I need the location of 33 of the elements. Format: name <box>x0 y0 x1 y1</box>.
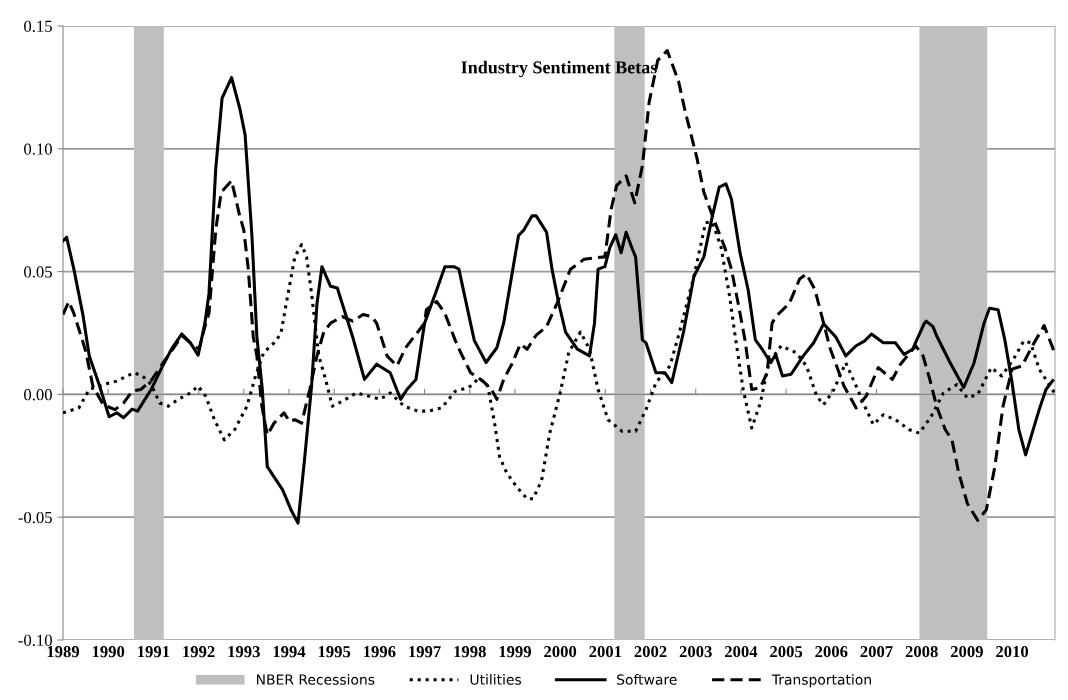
x-tick-label: 2001 <box>589 646 622 658</box>
x-tick-label: 2002 <box>634 646 667 658</box>
x-tick-label: 1999 <box>499 646 531 658</box>
y-tick-label: -0.05 <box>18 511 52 524</box>
x-tick-label: 1989 <box>47 646 80 658</box>
x-tick-label: 1998 <box>454 646 486 658</box>
x-tick-label: 1997 <box>409 646 441 658</box>
x-tick-label: 1992 <box>183 646 215 658</box>
x-tick-label: 1993 <box>228 646 260 658</box>
legend-label: Software <box>617 674 677 685</box>
y-tick-label: 0.10 <box>24 143 52 155</box>
x-tick-label: 2006 <box>815 646 848 658</box>
y-tick-label: -0.10 <box>18 634 52 647</box>
legend-label: Transportation <box>771 674 871 688</box>
y-tick-label: 0.05 <box>24 266 52 278</box>
x-tick-label: 2007 <box>860 646 893 658</box>
x-tick-label: 1996 <box>364 646 396 658</box>
x-tick-label: 2004 <box>724 646 758 658</box>
x-tick-label: 2000 <box>544 646 577 658</box>
x-tick-label: 2009 <box>950 646 983 658</box>
x-tick-label: 1990 <box>92 646 125 658</box>
legend-label: Utilities <box>470 674 522 685</box>
y-tick-label: 0.15 <box>24 20 52 33</box>
x-tick-label: 2008 <box>905 646 938 658</box>
x-tick-label: 2005 <box>770 646 803 658</box>
x-tick-label: 1991 <box>138 646 170 658</box>
x-tick-label: 1994 <box>273 646 306 658</box>
x-tick-label: 2010 <box>996 646 1029 658</box>
x-tick-label: 1995 <box>318 646 351 658</box>
x-tick-label: 2003 <box>679 646 712 658</box>
text: Industry Sentiment Betas <box>461 60 657 78</box>
y-tick-label: 0.00 <box>24 389 52 401</box>
legend-label: NBER Recessions <box>256 674 375 685</box>
